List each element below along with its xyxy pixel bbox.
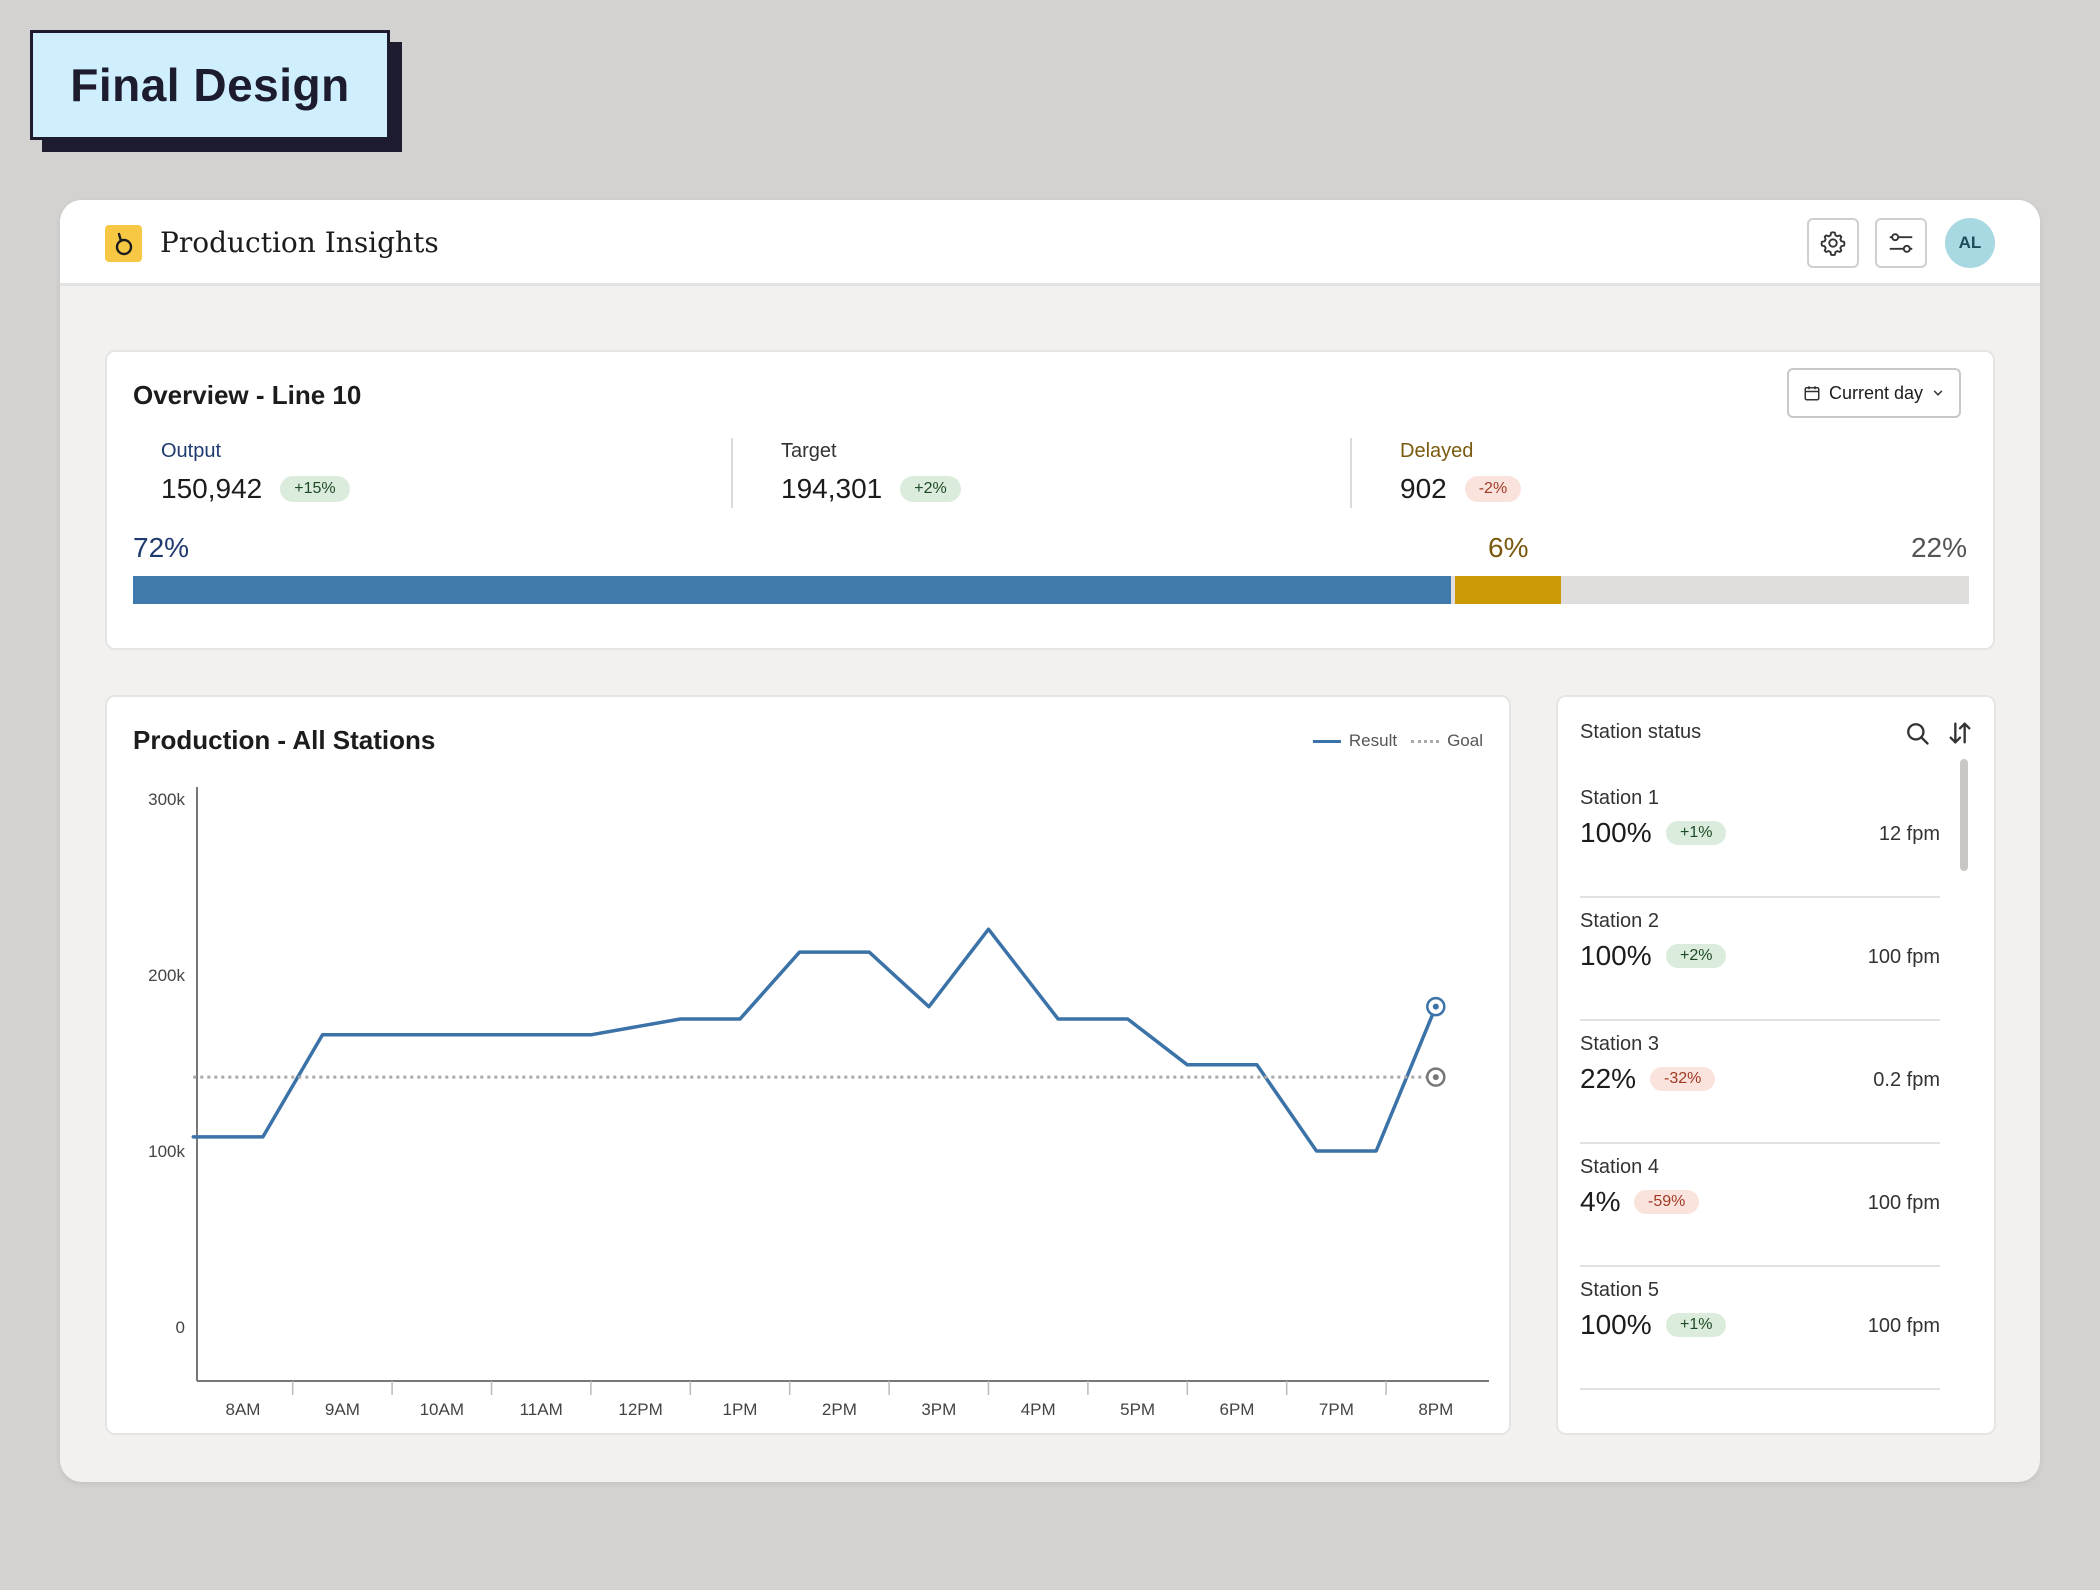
y-tick-label: 300k	[148, 790, 185, 809]
station-status-card: Station status Station 1 100% +1% 12 fpm Sta…	[1556, 695, 1996, 1435]
metric-delayed: Delayed 902 -2%	[1400, 440, 1522, 505]
progress-bar	[133, 576, 1969, 604]
x-tick-label: 3PM	[921, 1400, 956, 1419]
chevron-down-icon	[1933, 390, 1943, 396]
station-list-item[interactable]: Station 2 100% +2% 100 fpm	[1580, 898, 1940, 1021]
date-range-dropdown[interactable]: Current day	[1787, 368, 1961, 418]
sort-icon[interactable]	[1946, 719, 1974, 747]
station-rate: 100 fpm	[1867, 946, 1940, 968]
metric-value: 194,301	[781, 473, 883, 504]
app-window: Production Insights AL Overview - Line 1…	[60, 200, 2040, 1482]
user-avatar[interactable]: AL	[1945, 218, 1995, 268]
station-status-title: Station status	[1580, 721, 1702, 743]
series-end-marker-dot	[1432, 1074, 1439, 1081]
date-range-label: Current day	[1828, 382, 1924, 403]
metric-change-badge: +15%	[280, 476, 350, 502]
gear-icon	[1820, 231, 1846, 257]
production-chart-card: Production - All Stations Result Goal 0 1…	[105, 695, 1511, 1435]
station-change-badge: +1%	[1666, 821, 1727, 845]
metric-value: 902	[1400, 473, 1447, 504]
x-tick-label: 5PM	[1120, 1400, 1155, 1419]
station-name: Station 2	[1580, 910, 1659, 932]
top-bar: Production Insights AL	[60, 200, 2040, 286]
progress-label-output: 72%	[133, 532, 190, 563]
legend-result: Result	[1312, 731, 1398, 751]
station-name: Station 3	[1580, 1033, 1659, 1055]
station-list-item[interactable]: Station 1 100% +1% 12 fpm	[1580, 775, 1940, 898]
calendar-icon	[1804, 386, 1820, 401]
legend-goal: Goal	[1411, 731, 1483, 751]
overview-card: Overview - Line 10 Current day Output 15…	[105, 350, 1995, 650]
progress-segment	[133, 576, 1451, 604]
metric-output: Output 150,942 +15%	[161, 440, 350, 505]
station-name: Station 5	[1580, 1279, 1659, 1301]
x-tick-label: 7PM	[1319, 1400, 1354, 1419]
station-list-item[interactable]: Station 5 100% +1% 100 fpm	[1580, 1267, 1940, 1390]
y-tick-label: 200k	[148, 966, 185, 985]
x-tick-label: 9AM	[325, 1400, 360, 1419]
label-box: Final Design	[30, 30, 390, 140]
production-line-chart: 0 100k 200k 300k 8AM 9AM 10AM 11AM 12PM 1PM 2PM 3PM…	[148, 787, 1489, 1419]
chart-legend: Result Goal	[1312, 731, 1483, 751]
station-efficiency: 100%	[1580, 940, 1652, 971]
station-efficiency: 4%	[1580, 1186, 1621, 1217]
station-rate: 12 fpm	[1878, 823, 1940, 845]
series-line-result	[191, 927, 1438, 1153]
series-end-marker-dot	[1432, 1003, 1439, 1010]
station-list-item[interactable]: Station 3 22% -32% 0.2 fpm	[1580, 1021, 1940, 1144]
station-rate: 100 fpm	[1867, 1192, 1940, 1214]
metric-label: Target	[781, 440, 837, 462]
metric-change-badge: -2%	[1464, 476, 1522, 502]
progress-label-remaining: 22%	[1910, 532, 1967, 563]
production-title: Production - All Stations	[133, 725, 436, 755]
metric-label: Delayed	[1400, 440, 1474, 462]
progress-label-delayed: 6%	[1488, 532, 1529, 563]
x-tick-label: 10AM	[420, 1400, 464, 1419]
legend-goal-swatch	[1411, 740, 1440, 744]
station-name: Station 4	[1580, 1156, 1659, 1178]
station-efficiency: 100%	[1580, 1309, 1652, 1340]
station-list-item[interactable]: Station 4 4% -59% 100 fpm	[1580, 1144, 1940, 1267]
metric-change-badge: +2%	[900, 476, 961, 502]
metric-target: Target 194,301 +2%	[781, 440, 961, 505]
final-design-label: Final Design	[30, 30, 402, 152]
x-tick-label: 11AM	[520, 1400, 563, 1419]
sliders-icon	[1889, 233, 1913, 253]
x-tick-label: 2PM	[822, 1400, 857, 1419]
legend-goal-label: Goal	[1447, 731, 1483, 750]
metric-divider	[1350, 438, 1352, 508]
metric-divider	[731, 438, 733, 508]
x-tick-label: 12PM	[618, 1400, 662, 1419]
legend-result-swatch	[1312, 740, 1341, 744]
label-text: Final Design	[70, 59, 350, 111]
station-rate: 0.2 fpm	[1873, 1069, 1940, 1091]
x-tick-label: 4PM	[1021, 1400, 1056, 1419]
app-logo-icon	[105, 225, 142, 262]
filters-button[interactable]	[1875, 218, 1927, 268]
y-tick-label: 0	[176, 1318, 185, 1337]
x-tick-label: 8AM	[226, 1400, 261, 1419]
station-change-badge: +1%	[1666, 1313, 1727, 1337]
y-tick-label: 100k	[148, 1142, 185, 1161]
station-change-badge: +2%	[1666, 944, 1727, 968]
overview-title: Overview - Line 10	[133, 380, 362, 410]
station-efficiency: 22%	[1580, 1063, 1637, 1094]
app-title: Production Insights	[160, 226, 439, 259]
legend-result-label: Result	[1348, 731, 1398, 750]
station-change-badge: -59%	[1634, 1190, 1700, 1214]
station-list-scrollbar[interactable]	[1960, 759, 1968, 871]
x-tick-label: 8PM	[1418, 1400, 1453, 1419]
metric-value: 150,942	[161, 473, 263, 504]
station-rate: 100 fpm	[1867, 1315, 1940, 1337]
station-name: Station 1	[1580, 787, 1659, 809]
x-tick-label: 1PM	[723, 1400, 758, 1419]
x-tick-label: 6PM	[1220, 1400, 1255, 1419]
settings-button[interactable]	[1807, 218, 1859, 268]
station-change-badge: -32%	[1650, 1067, 1716, 1091]
search-icon[interactable]	[1903, 719, 1931, 747]
progress-segment	[1454, 576, 1562, 604]
metric-label: Output	[161, 440, 222, 462]
station-efficiency: 100%	[1580, 817, 1652, 848]
